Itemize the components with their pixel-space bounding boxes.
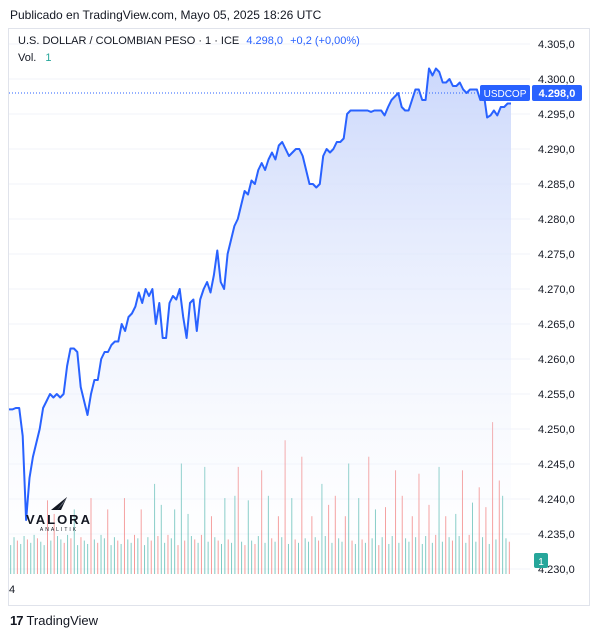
y-tick-label: 4.265,0 xyxy=(538,319,575,331)
symbol-tag: USDCOP xyxy=(484,89,527,100)
time-axis-stub: 4 xyxy=(9,584,16,596)
price-tag: 4.298,0 xyxy=(539,88,576,100)
valora-watermark: VALORA ANALITIK xyxy=(22,496,96,533)
y-tick-label: 4.245,0 xyxy=(538,459,575,471)
y-tick-label: 4.280,0 xyxy=(538,214,575,226)
volume-label: Vol. xyxy=(18,52,37,64)
price-line xyxy=(9,67,511,521)
volume-badge-bg xyxy=(534,553,548,568)
y-tick-label: 4.255,0 xyxy=(538,389,575,401)
symbol-tag-bg xyxy=(480,85,530,101)
valora-logo-icon xyxy=(51,497,67,510)
volume-badge: 1 xyxy=(538,557,544,568)
valora-subtitle: ANALITIK xyxy=(39,527,79,533)
y-tick-label: 4.235,0 xyxy=(538,529,575,541)
price-tag-bg xyxy=(532,85,582,101)
y-tick-label: 4.295,0 xyxy=(538,109,575,121)
y-tick-label: 4.250,0 xyxy=(538,424,575,436)
tradingview-logo-icon: 17 xyxy=(10,613,24,628)
y-tick-label: 4.300,0 xyxy=(538,74,575,86)
symbol-title: U.S. DOLLAR / COLOMBIAN PESO · 1 · ICE xyxy=(18,35,240,47)
y-tick-label: 4.240,0 xyxy=(538,494,575,506)
chart-frame xyxy=(8,28,590,606)
symbol-legend[interactable]: U.S. DOLLAR / COLOMBIAN PESO · 1 · ICE 4… xyxy=(18,35,360,47)
y-tick-label: 4.290,0 xyxy=(538,144,575,156)
y-tick-label: 4.275,0 xyxy=(538,249,575,261)
volume-legend[interactable]: Vol. 1 xyxy=(18,52,52,64)
tradingview-brand: TradingView xyxy=(26,613,99,628)
volume-value: 1 xyxy=(45,52,52,64)
y-tick-label: 4.270,0 xyxy=(538,284,575,296)
y-tick-label: 4.285,0 xyxy=(538,179,575,191)
y-tick-label: 4.260,0 xyxy=(538,354,575,366)
y-tick-label: 4.305,0 xyxy=(538,39,575,51)
tradingview-footer[interactable]: 17 TradingView xyxy=(10,613,98,628)
price-area xyxy=(9,68,511,576)
last-price: 4.298,0 xyxy=(246,35,284,47)
published-caption: Publicado en TradingView.com, Mayo 05, 2… xyxy=(10,8,322,22)
price-change: +0,2 (+0,00%) xyxy=(290,35,360,47)
valora-name: VALORA xyxy=(26,512,92,527)
